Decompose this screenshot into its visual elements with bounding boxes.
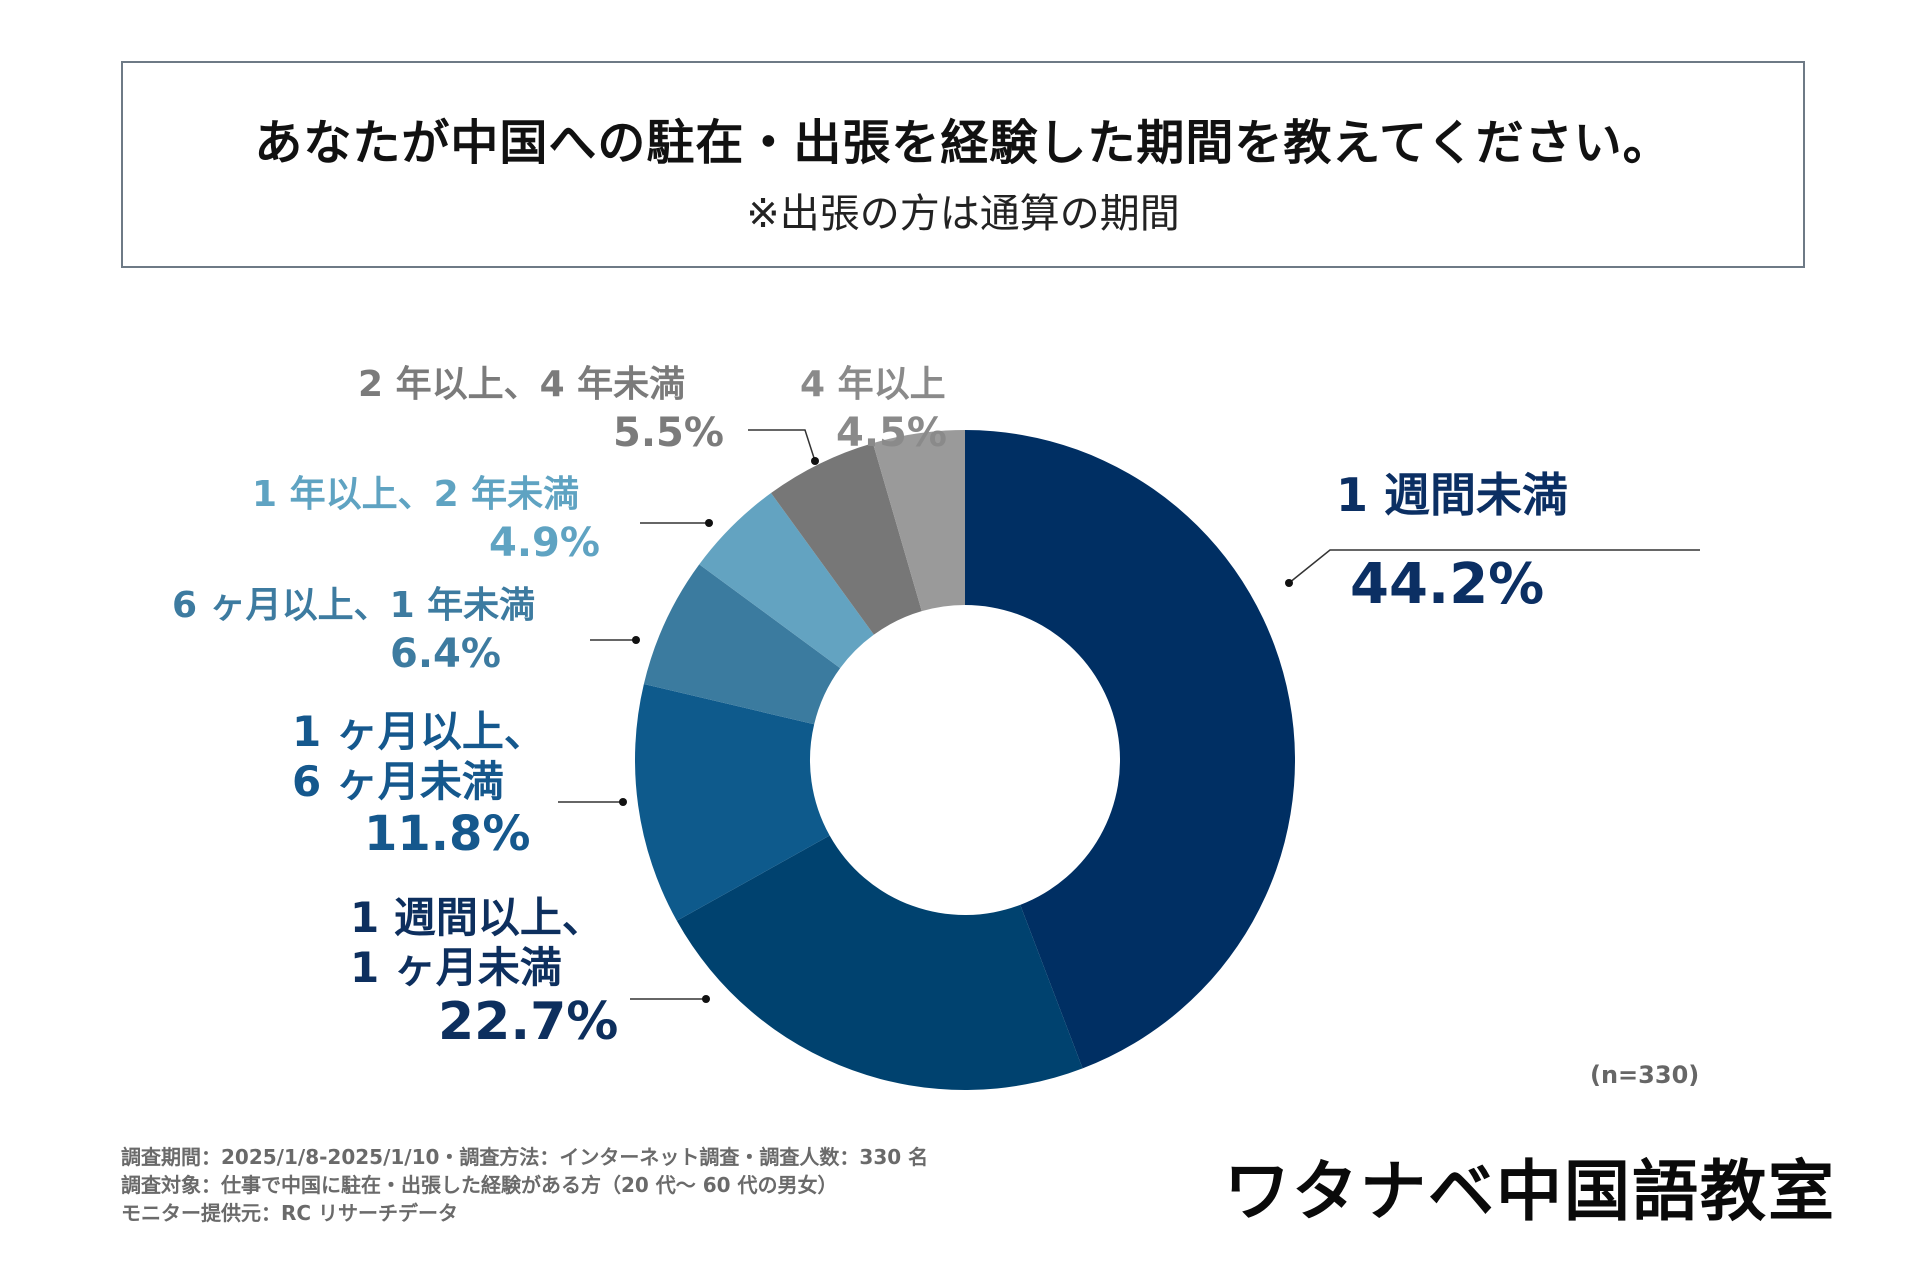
slice-label-6-months-to-1-year-category: 6 ヶ月以上、1 年未満 xyxy=(172,585,536,626)
slice-label-2-years-to-4-years-value: 5.5% xyxy=(613,410,724,457)
chart-subtitle: ※出張の方は通算の期間 xyxy=(746,191,1180,237)
slice-label-1-month-to-6-months-line2: 6 ヶ月未満 xyxy=(292,756,504,806)
slice-label-1-month-to-6-months-line1: 1 ヶ月以上、 xyxy=(292,707,546,756)
survey-footnote: 調査期間：2025/1/8-2025/1/10・調査方法：インターネット調査・調… xyxy=(121,1143,928,1227)
slice-label-6-months-to-1-year-value: 6.4% xyxy=(390,631,501,678)
donut-slice-2 xyxy=(676,835,1083,1090)
slice-label-1-month-to-6-months-value: 11.8% xyxy=(364,806,531,863)
sample-size-label: (n=330) xyxy=(1590,1061,1700,1089)
leader-line-1 xyxy=(1288,549,1700,584)
slice-label-1-week-to-1-month: 1 週間以上、 1 ヶ月未満 22.7% xyxy=(350,893,650,1053)
slice-label-under-1-week: 1 週間未満 44.2% xyxy=(1336,468,1636,618)
slice-label-under-1-week-value: 44.2% xyxy=(1350,552,1545,618)
leader-line-6 xyxy=(748,429,816,462)
slice-label-1-week-to-1-month-line1: 1 週間以上、 xyxy=(350,893,604,942)
slice-label-1-week-to-1-month-value: 22.7% xyxy=(438,992,619,1053)
leader-dot-6 xyxy=(811,457,819,465)
slice-label-1-year-to-2-years-category: 1 年以上、2 年未満 xyxy=(252,474,580,515)
slice-label-1-week-to-1-month-line2: 1 ヶ月未満 xyxy=(350,942,562,992)
title-box: あなたが中国への駐在・出張を経験した期間を教えてください。 ※出張の方は通算の期… xyxy=(121,61,1805,268)
leader-dot-2 xyxy=(702,995,710,1003)
leader-dot-5 xyxy=(705,519,713,527)
donut-slice-6 xyxy=(771,443,922,635)
donut-slice-7 xyxy=(872,430,965,612)
slice-label-over-4-years-value: 4.5% xyxy=(836,410,947,457)
slice-label-over-4-years-category: 4 年以上 xyxy=(800,364,946,405)
slice-label-1-month-to-6-months: 1 ヶ月以上、 6 ヶ月未満 11.8% xyxy=(292,707,592,863)
brand-logo: ワタナベ中国語教室 xyxy=(1224,1153,1836,1230)
chart-title: あなたが中国への駐在・出張を経験した期間を教えてください。 xyxy=(254,115,1672,171)
slice-label-1-year-to-2-years-value: 4.9% xyxy=(489,520,600,567)
donut-slice-1 xyxy=(965,430,1296,1069)
leader-dot-1 xyxy=(1285,579,1293,587)
data-provider-line: モニター提供元：RC リサーチデータ xyxy=(121,1201,459,1225)
slice-label-2-years-to-4-years: 2 年以上、4 年未満 5.5% xyxy=(358,364,758,458)
donut-slice-4 xyxy=(643,564,841,725)
survey-period-line: 調査期間：2025/1/8-2025/1/10・調査方法：インターネット調査・調… xyxy=(121,1145,929,1169)
survey-target-line: 調査対象：仕事で中国に駐在・出張した経験がある方（20 代～ 60 代の男女） xyxy=(121,1173,838,1197)
slice-label-over-4-years: 4 年以上 4.5% xyxy=(800,364,1000,458)
donut-slice-3 xyxy=(635,683,830,921)
slice-label-2-years-to-4-years-category: 2 年以上、4 年未満 xyxy=(358,364,686,405)
slice-label-1-year-to-2-years: 1 年以上、2 年未満 4.9% xyxy=(252,474,672,568)
donut-slice-5 xyxy=(699,493,874,669)
leader-dot-3 xyxy=(619,798,627,806)
slice-label-under-1-week-category: 1 週間未満 xyxy=(1336,468,1569,522)
slice-label-6-months-to-1-year: 6 ヶ月以上、1 年未満 6.4% xyxy=(172,585,632,679)
leader-dot-4 xyxy=(632,636,640,644)
